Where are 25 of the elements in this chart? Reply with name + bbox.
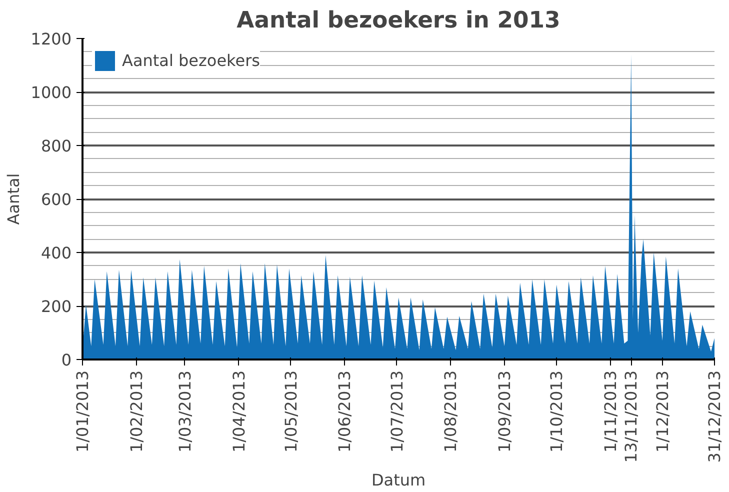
y-axis-title: Aantal: [4, 173, 23, 225]
x-tick-label: 1/03/2013: [175, 370, 194, 453]
x-tick-label: 1/05/2013: [281, 370, 300, 453]
x-tick-label: 1/01/2013: [73, 370, 92, 453]
y-tick-label: 1000: [30, 83, 72, 102]
x-tick-label: 13/11/2013: [622, 370, 641, 463]
legend-label: Aantal bezoekers: [122, 51, 260, 70]
y-tick-label: 800: [40, 136, 72, 156]
y-tick-label: 1200: [30, 30, 72, 48]
y-tick-label: 0: [61, 350, 72, 370]
x-tick-label: 1/12/2013: [652, 370, 672, 453]
x-tick-label: 1/07/2013: [387, 370, 406, 453]
x-tick-label: 31/12/2013: [705, 370, 724, 463]
x-tick-label: 1/11/2013: [600, 370, 620, 453]
y-tick-label: 200: [40, 297, 72, 316]
chart-title: Aantal bezoekers in 2013: [236, 8, 560, 34]
x-tick-label: 1/04/2013: [229, 370, 248, 453]
x-tick-label: 1/06/2013: [335, 370, 354, 453]
x-tick-label: 1/08/2013: [441, 370, 460, 453]
x-tick-label: 1/10/2013: [547, 370, 566, 453]
y-tick-label: 400: [40, 244, 72, 262]
x-tick-label: 1/09/2013: [494, 370, 514, 453]
y-tick-label: 600: [40, 190, 72, 209]
x-tick-label: 1/02/2013: [126, 370, 146, 453]
x-axis-title: Datum: [371, 470, 426, 490]
